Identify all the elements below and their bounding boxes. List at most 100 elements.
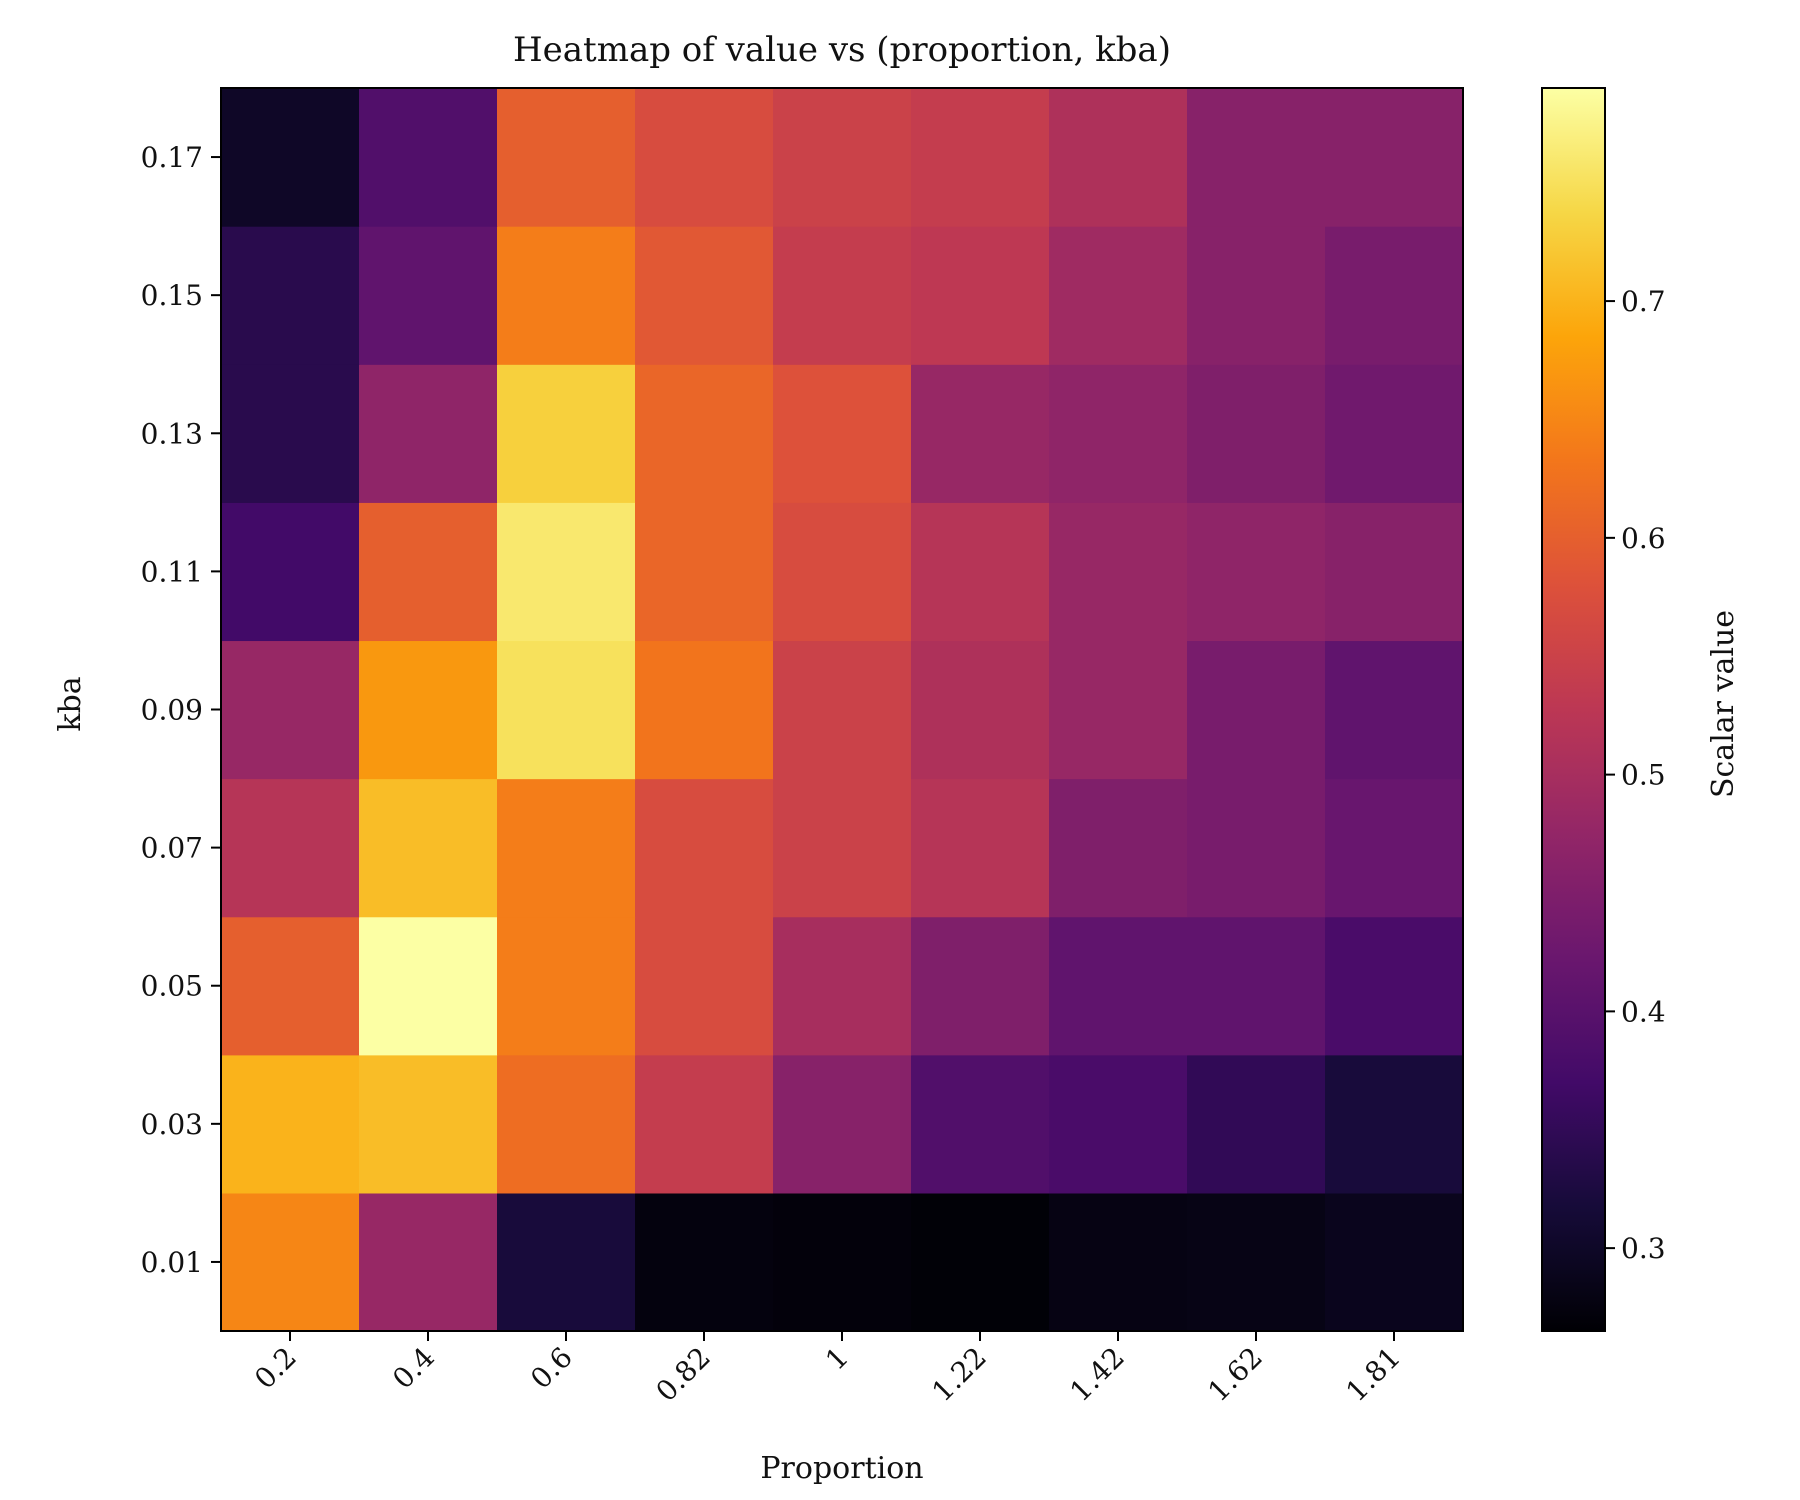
heatmap-cell: [359, 1192, 498, 1332]
heatmap-cell: [1325, 502, 1464, 642]
colorbar-tick-label: 0.3: [1621, 1232, 1666, 1265]
heatmap-cell: [1187, 88, 1326, 227]
heatmap-cell: [1325, 1054, 1464, 1194]
heatmap-cell: [1187, 1192, 1326, 1332]
heatmap-cell: [773, 502, 912, 642]
heatmap-cell: [221, 88, 360, 227]
heatmap-cell: [221, 640, 360, 780]
heatmap-cell: [1187, 778, 1326, 918]
heatmap-cell: [497, 916, 636, 1056]
heatmap-cell: [1049, 1054, 1188, 1194]
heatmap-cell: [359, 226, 498, 365]
heatmap-cell: [635, 778, 774, 918]
heatmap-cells: [221, 88, 1464, 1332]
heatmap-cell: [635, 640, 774, 780]
heatmap-cell: [635, 1192, 774, 1332]
heatmap-cell: [1325, 778, 1464, 918]
y-tick-label: 0.15: [141, 279, 203, 312]
heatmap-cell: [497, 1192, 636, 1332]
heatmap-cell: [359, 640, 498, 780]
heatmap-cell: [635, 1054, 774, 1194]
y-tick-label: 0.17: [141, 141, 203, 174]
heatmap-cell: [1187, 916, 1326, 1056]
colorbar-tick-label: 0.4: [1621, 995, 1666, 1028]
heatmap-cell: [497, 88, 636, 227]
heatmap-cell: [1049, 364, 1188, 503]
heatmap-cell: [1049, 502, 1188, 642]
heatmap-cell: [635, 502, 774, 642]
x-axis-label: Proportion: [760, 1451, 923, 1486]
heatmap-cell: [1187, 640, 1326, 780]
heatmap-cell: [1049, 916, 1188, 1056]
y-tick-label: 0.01: [141, 1246, 203, 1279]
heatmap-cell: [497, 226, 636, 365]
heatmap-cell: [1325, 640, 1464, 780]
colorbar: [1541, 87, 1606, 1332]
heatmap-cell: [773, 778, 912, 918]
heatmap-cell: [911, 916, 1050, 1056]
heatmap-cell: [773, 916, 912, 1056]
colorbar-tick-label: 0.5: [1621, 759, 1666, 792]
colorbar-tick-label: 0.6: [1621, 522, 1666, 555]
heatmap-cell: [497, 1054, 636, 1194]
heatmap-cell: [221, 226, 360, 365]
heatmap-cell: [773, 1054, 912, 1194]
chart-title: Heatmap of value vs (proportion, kba): [513, 30, 1171, 70]
y-axis-ticks: 0.01 0.03 0.05 0.07 0.09 0.11 0.13 0.15 0.17: [141, 141, 221, 1279]
heatmap-cell: [635, 226, 774, 365]
heatmap-cell: [911, 778, 1050, 918]
colorbar-tick-label: 0.7: [1621, 285, 1666, 318]
heatmap-cell: [1187, 226, 1326, 365]
heatmap-cell: [773, 226, 912, 365]
heatmap-cell: [773, 88, 912, 227]
heatmap-cell: [1325, 364, 1464, 503]
heatmap-cell: [635, 916, 774, 1056]
heatmap-cell: [911, 640, 1050, 780]
heatmap-cell: [221, 1054, 360, 1194]
heatmap-cell: [911, 1054, 1050, 1194]
y-tick-label: 0.03: [141, 1108, 203, 1141]
y-tick-label: 0.11: [141, 555, 203, 588]
heatmap-cell: [1325, 1192, 1464, 1332]
heatmap-cell: [221, 916, 360, 1056]
heatmap-cell: [911, 502, 1050, 642]
heatmap-cell: [1325, 226, 1464, 365]
heatmap-cell: [1049, 1192, 1188, 1332]
heatmap-cell: [221, 1192, 360, 1332]
y-tick-label: 0.07: [141, 832, 203, 865]
heatmap-cell: [359, 916, 498, 1056]
heatmap-cell: [1325, 88, 1464, 227]
heatmap-cell: [1049, 640, 1188, 780]
heatmap-cell: [911, 1192, 1050, 1332]
heatmap-cell: [497, 640, 636, 780]
y-axis-label: kba: [53, 676, 88, 731]
heatmap-cell: [635, 364, 774, 503]
colorbar-label: Scalar value: [1706, 610, 1741, 798]
y-tick-label: 0.13: [141, 417, 203, 450]
heatmap-cell: [635, 88, 774, 227]
heatmap-cell: [773, 364, 912, 503]
heatmap-cell: [773, 1192, 912, 1332]
y-tick-label: 0.09: [141, 694, 203, 727]
heatmap-cell: [359, 1054, 498, 1194]
heatmap-cell: [1325, 916, 1464, 1056]
y-tick-label: 0.05: [141, 970, 203, 1003]
heatmap-cell: [1187, 364, 1326, 503]
heatmap-cell: [911, 226, 1050, 365]
heatmap-cell: [1187, 502, 1326, 642]
heatmap-cell: [773, 640, 912, 780]
heatmap-cell: [911, 88, 1050, 227]
colorbar-ticks: 0.3 0.4 0.5 0.6 0.7: [1605, 285, 1666, 1265]
heatmap-cell: [1049, 88, 1188, 227]
heatmap-cell: [1187, 1054, 1326, 1194]
heatmap-cell: [221, 364, 360, 503]
heatmap-cell: [497, 778, 636, 918]
heatmap-cell: [221, 502, 360, 642]
heatmap-cell: [497, 364, 636, 503]
heatmap-cell: [359, 364, 498, 503]
heatmap-cell: [359, 502, 498, 642]
heatmap-cell: [1049, 226, 1188, 365]
heatmap-cell: [497, 502, 636, 642]
heatmap-cell: [221, 778, 360, 918]
